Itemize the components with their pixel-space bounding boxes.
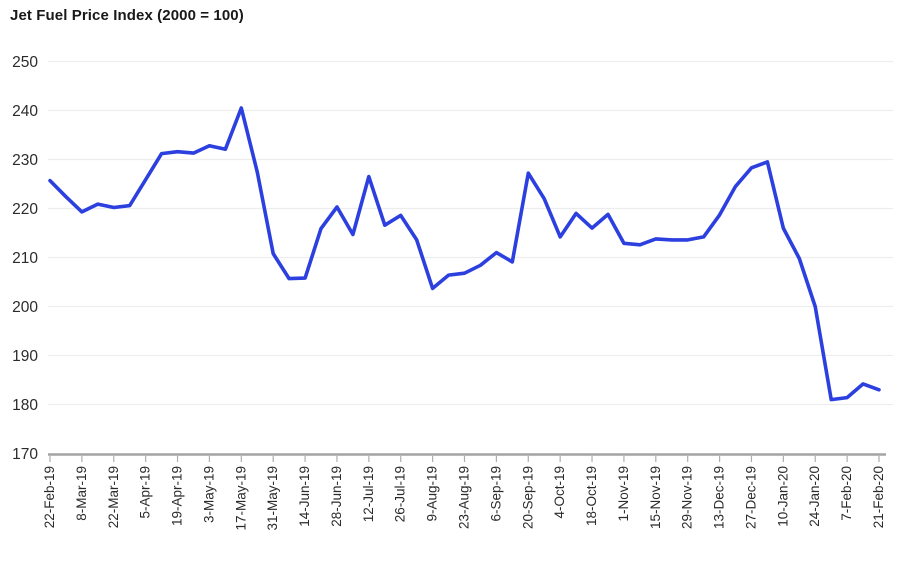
x-tick-label: 19-Apr-19 <box>170 466 185 526</box>
x-tick-label: 5-Apr-19 <box>138 466 153 519</box>
x-tick-label: 28-Jun-19 <box>329 466 344 527</box>
x-tick-label: 14-Jun-19 <box>297 466 312 527</box>
price-line <box>48 106 881 402</box>
y-axis-label: 200 <box>12 299 38 316</box>
y-axis-label: 230 <box>12 152 38 169</box>
x-tick-label: 15-Nov-19 <box>648 466 663 529</box>
x-tick-label: 20-Sep-19 <box>520 466 535 529</box>
x-tick-label: 12-Jul-19 <box>361 466 376 522</box>
x-tick-label: 10-Jan-20 <box>775 466 790 527</box>
y-axis-label: 180 <box>12 397 38 414</box>
x-tick-label: 8-Mar-19 <box>74 466 89 521</box>
x-tick-label: 3-May-19 <box>201 466 216 523</box>
x-tick-label: 23-Aug-19 <box>457 466 472 529</box>
x-tick-label: 6-Sep-19 <box>488 466 503 522</box>
x-tick-label: 9-Aug-19 <box>425 466 440 522</box>
x-tick-label: 1-Nov-19 <box>616 466 631 522</box>
y-axis-label: 170 <box>12 446 38 463</box>
x-tick-label: 7-Feb-20 <box>839 466 854 521</box>
x-tick-label: 4-Oct-19 <box>552 466 567 519</box>
x-tick-label: 24-Jan-20 <box>807 466 822 527</box>
x-tick-label: 18-Oct-19 <box>584 466 599 526</box>
x-tick-label: 31-May-19 <box>265 466 280 531</box>
y-axis-label: 210 <box>12 250 38 267</box>
x-tick-label: 29-Nov-19 <box>680 466 695 529</box>
x-tick-label: 22-Feb-19 <box>42 466 57 528</box>
chart-title: Jet Fuel Price Index (2000 = 100) <box>10 7 244 24</box>
x-tick-label: 21-Feb-20 <box>871 466 886 528</box>
x-tick-label: 13-Dec-19 <box>712 466 727 529</box>
x-tick-label: 17-May-19 <box>233 466 248 531</box>
x-tick-label: 22-Mar-19 <box>106 466 121 528</box>
y-axis-label: 190 <box>12 348 38 365</box>
y-axis-label: 220 <box>12 201 38 218</box>
x-tick-label: 26-Jul-19 <box>393 466 408 522</box>
x-tick-label: 27-Dec-19 <box>743 466 758 529</box>
y-axis-label: 240 <box>12 103 38 120</box>
y-axis-label: 250 <box>12 54 38 71</box>
